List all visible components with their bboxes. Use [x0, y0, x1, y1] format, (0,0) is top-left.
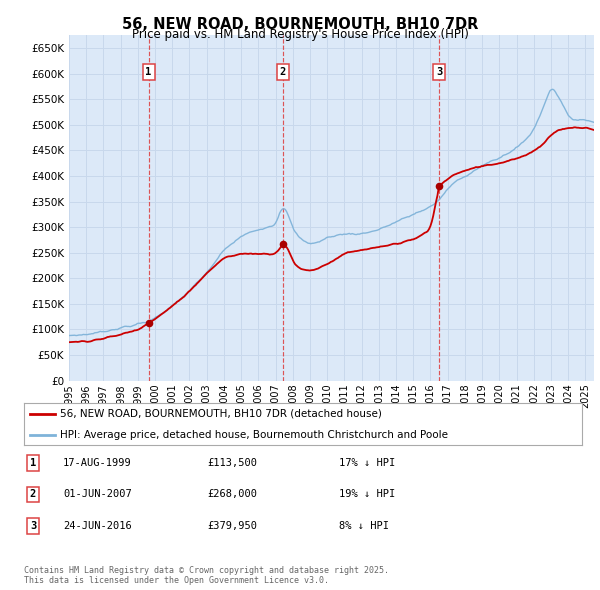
Text: 01-JUN-2007: 01-JUN-2007 [63, 490, 132, 499]
Text: 17% ↓ HPI: 17% ↓ HPI [339, 458, 395, 468]
Text: 2: 2 [30, 490, 36, 499]
Text: Price paid vs. HM Land Registry's House Price Index (HPI): Price paid vs. HM Land Registry's House … [131, 28, 469, 41]
Text: £268,000: £268,000 [207, 490, 257, 499]
Text: 56, NEW ROAD, BOURNEMOUTH, BH10 7DR (detached house): 56, NEW ROAD, BOURNEMOUTH, BH10 7DR (det… [60, 409, 382, 418]
Text: HPI: Average price, detached house, Bournemouth Christchurch and Poole: HPI: Average price, detached house, Bour… [60, 430, 448, 440]
Text: 2: 2 [280, 67, 286, 77]
Text: 17-AUG-1999: 17-AUG-1999 [63, 458, 132, 468]
Text: 3: 3 [436, 67, 442, 77]
Text: 3: 3 [30, 521, 36, 530]
Text: Contains HM Land Registry data © Crown copyright and database right 2025.
This d: Contains HM Land Registry data © Crown c… [24, 566, 389, 585]
Text: 19% ↓ HPI: 19% ↓ HPI [339, 490, 395, 499]
Text: 8% ↓ HPI: 8% ↓ HPI [339, 521, 389, 530]
Text: £113,500: £113,500 [207, 458, 257, 468]
Text: 1: 1 [30, 458, 36, 468]
Text: 1: 1 [145, 67, 152, 77]
Text: £379,950: £379,950 [207, 521, 257, 530]
Text: 56, NEW ROAD, BOURNEMOUTH, BH10 7DR: 56, NEW ROAD, BOURNEMOUTH, BH10 7DR [122, 17, 478, 31]
Text: 24-JUN-2016: 24-JUN-2016 [63, 521, 132, 530]
